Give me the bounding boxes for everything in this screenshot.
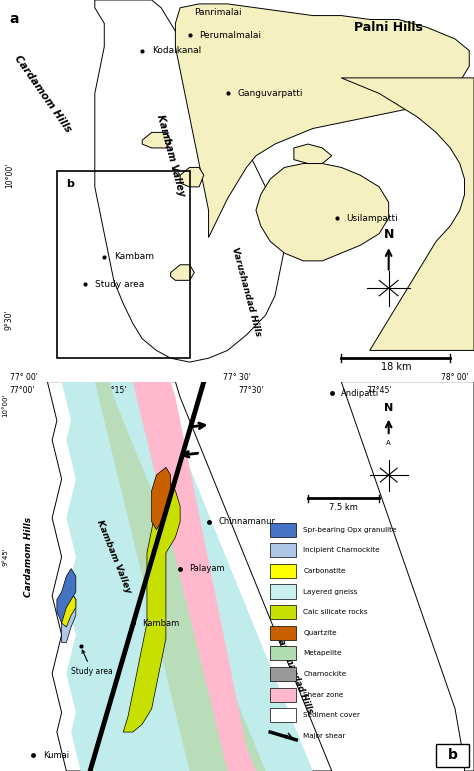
Polygon shape — [142, 133, 171, 148]
Bar — [57, 171, 190, 359]
Bar — [270, 646, 296, 661]
Polygon shape — [341, 78, 474, 350]
Text: Palayam: Palayam — [190, 564, 225, 573]
Bar — [270, 667, 296, 681]
Text: Metapelite: Metapelite — [303, 651, 342, 656]
Text: N: N — [383, 228, 394, 241]
Polygon shape — [123, 483, 180, 732]
Text: Shear zone: Shear zone — [303, 692, 344, 698]
Text: Sediment cover: Sediment cover — [303, 712, 360, 719]
Text: 77°00': 77°00' — [9, 386, 35, 395]
Text: Study area: Study area — [71, 650, 113, 675]
Polygon shape — [256, 163, 389, 261]
Text: 78° 00': 78° 00' — [441, 372, 469, 382]
Polygon shape — [180, 167, 204, 187]
Polygon shape — [62, 382, 313, 771]
Text: Varushandad Hills: Varushandad Hills — [230, 247, 263, 338]
Text: Panrimalai: Panrimalai — [194, 8, 242, 17]
Text: 77° 00': 77° 00' — [10, 372, 37, 382]
Text: 9°45': 9°45' — [2, 547, 9, 566]
Text: Kambam Valley: Kambam Valley — [95, 519, 133, 594]
Text: 77° 30': 77° 30' — [223, 372, 251, 382]
Text: Layered gneiss: Layered gneiss — [303, 588, 358, 594]
Text: Perumalmalai: Perumalmalai — [199, 31, 261, 39]
Polygon shape — [57, 568, 76, 623]
Bar — [270, 709, 296, 722]
Polygon shape — [95, 382, 265, 771]
Text: 9°30': 9°30' — [5, 309, 14, 329]
Bar — [270, 584, 296, 598]
Polygon shape — [294, 144, 332, 163]
Bar — [270, 605, 296, 619]
Text: Quartzite: Quartzite — [303, 630, 337, 636]
Text: Carbonatite: Carbonatite — [303, 568, 346, 574]
Bar — [270, 564, 296, 578]
Text: a: a — [9, 12, 19, 25]
Text: Ganguvarpatti: Ganguvarpatti — [237, 89, 302, 98]
Text: b: b — [448, 749, 457, 763]
Text: Usilampatti: Usilampatti — [346, 214, 398, 223]
Text: Palni Hills: Palni Hills — [354, 21, 423, 34]
Polygon shape — [152, 467, 171, 530]
Text: 10°00': 10°00' — [5, 163, 14, 188]
Text: 77°30': 77°30' — [238, 386, 264, 395]
Text: 7.5 km: 7.5 km — [329, 503, 358, 512]
Text: Charnockite: Charnockite — [303, 671, 346, 677]
Text: Calc silicate rocks: Calc silicate rocks — [303, 609, 368, 615]
Text: Study area: Study area — [95, 280, 144, 288]
Text: Andipatti: Andipatti — [341, 389, 380, 398]
Text: Kambam: Kambam — [114, 252, 154, 261]
Polygon shape — [95, 0, 284, 362]
Text: A: A — [386, 440, 391, 446]
Polygon shape — [62, 592, 76, 627]
Text: 18 km: 18 km — [381, 362, 411, 372]
Bar — [270, 523, 296, 537]
Text: Cardamom Hills: Cardamom Hills — [24, 517, 33, 597]
Text: b: b — [66, 179, 74, 189]
Polygon shape — [62, 592, 76, 642]
Polygon shape — [171, 264, 194, 281]
Text: N: N — [384, 402, 393, 412]
Polygon shape — [47, 382, 332, 771]
Polygon shape — [175, 4, 469, 237]
Text: 77°15': 77°15' — [101, 386, 127, 395]
Text: Kambam: Kambam — [142, 618, 180, 628]
Text: Kumai: Kumai — [43, 751, 69, 760]
Text: Spr-bearing Opx granulite: Spr-bearing Opx granulite — [303, 527, 397, 533]
Polygon shape — [133, 382, 256, 771]
Text: Varushandad Hills: Varushandad Hills — [273, 632, 314, 715]
Text: Chinnamanur: Chinnamanur — [218, 517, 275, 527]
Text: Incipient Charnockite: Incipient Charnockite — [303, 547, 380, 554]
Bar — [270, 544, 296, 557]
Text: Major shear: Major shear — [303, 733, 346, 739]
Text: Kambam Valley: Kambam Valley — [155, 113, 186, 198]
Text: Kodaikanal: Kodaikanal — [152, 46, 201, 55]
Text: 10°00': 10°00' — [2, 393, 9, 416]
Bar — [436, 744, 469, 767]
Text: 77°45': 77°45' — [366, 386, 392, 395]
Polygon shape — [341, 382, 474, 771]
Bar — [270, 688, 296, 702]
Bar — [270, 626, 296, 640]
Text: Cardamom Hills: Cardamom Hills — [12, 53, 73, 134]
